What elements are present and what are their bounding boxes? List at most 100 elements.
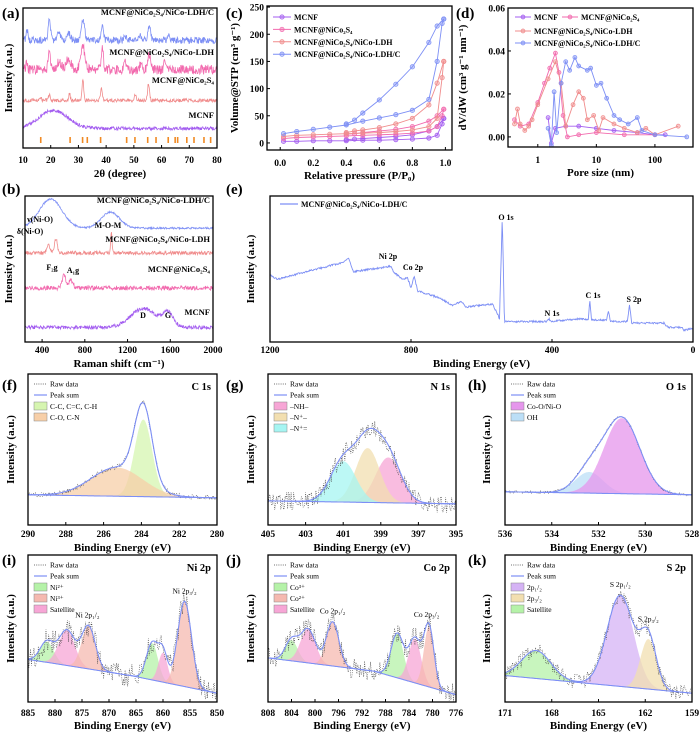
legend-label: Peak sum — [50, 572, 79, 581]
series-line-desorption — [346, 18, 445, 125]
data-point — [294, 128, 300, 135]
x-tick-label: 855 — [183, 709, 198, 719]
data-point — [393, 128, 399, 135]
x-tick-label: 0 — [691, 346, 696, 356]
component-peak — [268, 457, 456, 504]
x-tick-label: 1200 — [261, 346, 280, 356]
peak-annotation: O 1s — [498, 213, 513, 222]
data-point — [621, 125, 627, 131]
data-point — [376, 125, 382, 131]
y-tick-label: 0 — [259, 139, 264, 149]
y-axis-label: Intensity (a.u.) — [245, 594, 257, 663]
x-tick-label: 171 — [498, 709, 513, 719]
peak-sum-line — [505, 594, 692, 694]
legend-label: Peak sum — [527, 572, 556, 581]
data-point — [551, 89, 557, 95]
legend-marker — [279, 51, 285, 57]
data-point — [600, 115, 606, 120]
data-point — [294, 138, 300, 144]
plot-area — [280, 16, 447, 144]
x-tick-label: 288 — [59, 530, 74, 540]
legend-swatch — [273, 423, 288, 433]
legend-swatch — [273, 582, 288, 592]
peak-label: Co 2p₁/₂ — [320, 607, 346, 616]
series-line-adsorption — [283, 18, 445, 135]
data-point — [439, 113, 445, 119]
component-peak — [505, 639, 692, 694]
legend-label: MCNF@NiCo₂S₄ — [581, 13, 640, 22]
legend-label: Peak sum — [290, 572, 319, 581]
data-point — [617, 117, 623, 123]
plot-area — [25, 197, 213, 331]
data-point — [675, 123, 681, 129]
x-tick-label: 80 — [212, 156, 222, 166]
peak-annotation: S 2p — [627, 295, 642, 304]
data-point — [360, 118, 366, 124]
x-axis-label: Binding Energy (eV) — [313, 720, 411, 732]
y-axis-label: Intensity (a.u.) — [3, 43, 15, 112]
panel-d: (d) 1 10 100 0.00 0.02 0.04 0.06 Pore size (nm) d… — [456, 5, 694, 179]
legend-swatch — [33, 401, 48, 411]
x-tick-label: 536 — [498, 530, 513, 540]
series-line — [25, 232, 213, 257]
data-point — [553, 50, 558, 56]
y-axis-label: dV/dW (cm³ g⁻¹ nm⁻¹) — [457, 24, 469, 130]
x-tick-label: 400 — [545, 346, 560, 356]
legend-label: Satellite — [50, 605, 75, 614]
y-tick-label: 100 — [250, 85, 265, 95]
legend-label: Satellite — [527, 605, 552, 614]
data-point — [548, 143, 554, 147]
panel-e: (e) 1200 800 400 0 Binding Energy (eV) Intensi… — [226, 182, 696, 370]
data-point — [439, 121, 445, 127]
y-axis-label: Intensity (a.u.) — [5, 415, 17, 484]
data-point — [441, 115, 447, 122]
panel-label: (c) — [226, 6, 243, 22]
panel-label: (g) — [226, 378, 244, 394]
legend-marker — [520, 40, 526, 46]
peak-sum-line — [268, 427, 456, 505]
x-tick-label: 800 — [78, 346, 93, 356]
series-line-adsorption — [283, 118, 445, 142]
plot-area — [505, 590, 692, 699]
panel-g: (g) 405 403 401 399 397 395 Binding Energy (eV)… — [226, 373, 463, 554]
x-axis-label: 2θ (degree) — [94, 168, 147, 180]
plot-frame — [504, 373, 693, 526]
legend-label: Co-O/Ni-O — [527, 402, 562, 411]
x-axis-label: Binding Energy (eV) — [550, 720, 648, 732]
data-point — [576, 63, 582, 69]
legend-label: MCNF@NiCo₂S₄/NiCo-LDH — [294, 38, 393, 47]
data-point — [553, 59, 558, 65]
panel-label: (b) — [2, 182, 20, 198]
component-peak — [268, 629, 456, 695]
raw-data-line — [28, 591, 217, 700]
data-point — [376, 97, 382, 103]
data-point — [643, 125, 649, 131]
legend-label: Peak sum — [290, 391, 319, 400]
x-tick-label: 399 — [374, 530, 389, 540]
legend-swatch — [510, 593, 525, 603]
legend-label: 2p₃/₂ — [527, 594, 542, 603]
x-tick-label: 796 — [331, 709, 346, 719]
data-point — [684, 134, 690, 140]
x-axis-label: Raman shift (cm⁻¹) — [74, 358, 165, 370]
data-point — [360, 137, 366, 143]
x-tick-label: 282 — [172, 530, 187, 540]
panel-label: (d) — [456, 6, 474, 22]
data-point — [441, 16, 447, 22]
series-line — [25, 197, 213, 231]
x-tick-label: 0.0 — [274, 159, 286, 169]
peak-sum-line — [505, 416, 692, 496]
data-point — [598, 80, 604, 86]
component-peak — [28, 467, 217, 498]
component-peak — [268, 448, 456, 504]
legend-swatch — [510, 582, 525, 592]
peak-sum-line — [28, 401, 217, 499]
peak-annotation: G — [165, 311, 171, 320]
legend-swatch — [273, 401, 288, 411]
x-tick-label: 20 — [46, 156, 56, 166]
data-point — [517, 121, 523, 127]
peak-label: Ni 2p₃/₂ — [172, 586, 197, 595]
data-point — [294, 132, 300, 138]
legend-label: Co²⁺ — [290, 594, 305, 603]
x-tick-label: 162 — [638, 709, 653, 719]
